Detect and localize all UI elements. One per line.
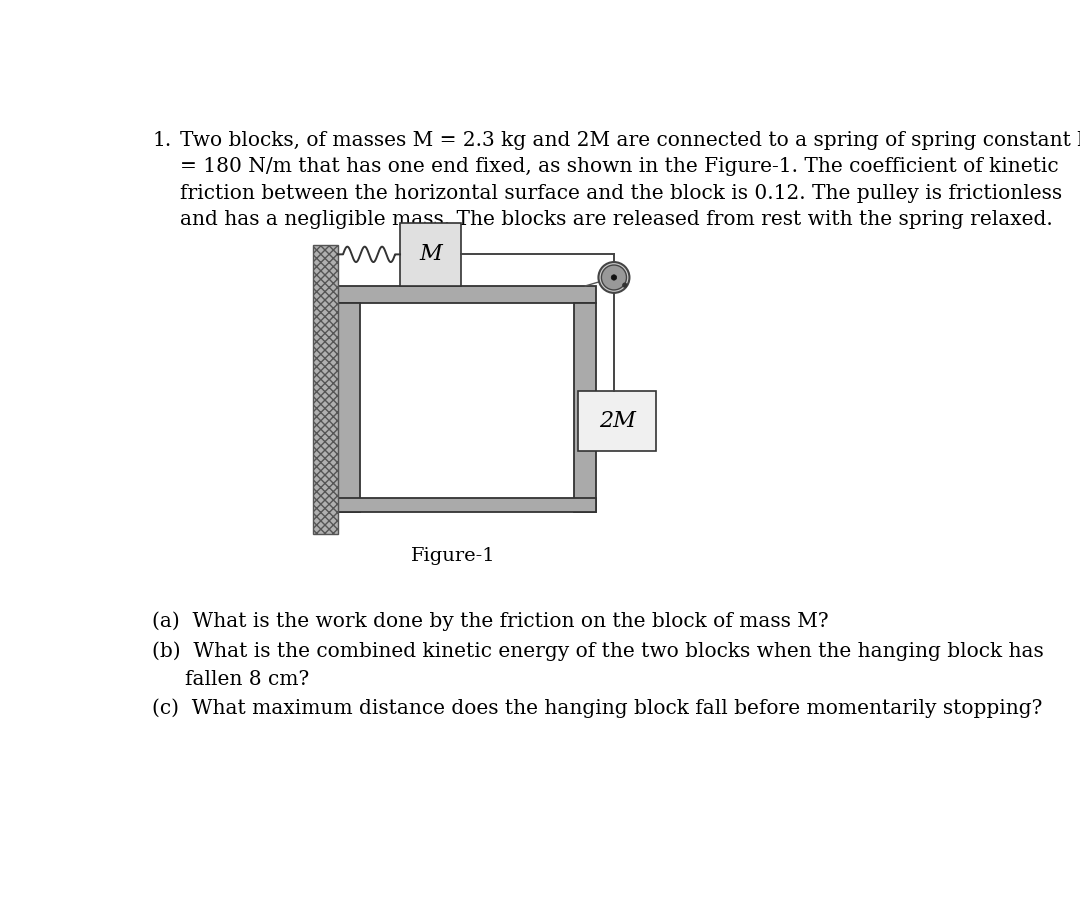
Circle shape bbox=[611, 275, 617, 280]
Circle shape bbox=[623, 283, 626, 288]
Circle shape bbox=[602, 265, 626, 290]
Text: and has a negligible mass. The blocks are released from rest with the spring rel: and has a negligible mass. The blocks ar… bbox=[180, 210, 1053, 229]
Text: (b)  What is the combined kinetic energy of the two blocks when the hanging bloc: (b) What is the combined kinetic energy … bbox=[152, 641, 1043, 661]
Bar bbox=[338, 499, 596, 512]
Text: 2M: 2M bbox=[598, 411, 635, 433]
Text: = 180 N/m that has one end fixed, as shown in the Figure-1. The coefficient of k: = 180 N/m that has one end fixed, as sho… bbox=[180, 157, 1058, 176]
Text: (c)  What maximum distance does the hanging block fall before momentarily stoppi: (c) What maximum distance does the hangi… bbox=[152, 697, 1042, 717]
Text: (a)  What is the work done by the friction on the block of mass M?: (a) What is the work done by the frictio… bbox=[152, 611, 828, 630]
Circle shape bbox=[598, 262, 630, 293]
Bar bbox=[338, 303, 360, 512]
Bar bbox=[338, 286, 596, 303]
Text: Figure-1: Figure-1 bbox=[410, 547, 495, 565]
Text: fallen 8 cm?: fallen 8 cm? bbox=[185, 670, 309, 689]
Text: 1.: 1. bbox=[152, 132, 172, 151]
Bar bbox=[578, 392, 656, 452]
Bar bbox=[400, 223, 460, 286]
Bar bbox=[575, 303, 596, 512]
Bar bbox=[313, 245, 338, 534]
Text: friction between the horizontal surface and the block is 0.12. The pulley is fri: friction between the horizontal surface … bbox=[180, 183, 1062, 202]
Text: M: M bbox=[419, 243, 442, 266]
Text: Two blocks, of masses M = 2.3 kg and 2M are connected to a spring of spring cons: Two blocks, of masses M = 2.3 kg and 2M … bbox=[180, 132, 1080, 151]
